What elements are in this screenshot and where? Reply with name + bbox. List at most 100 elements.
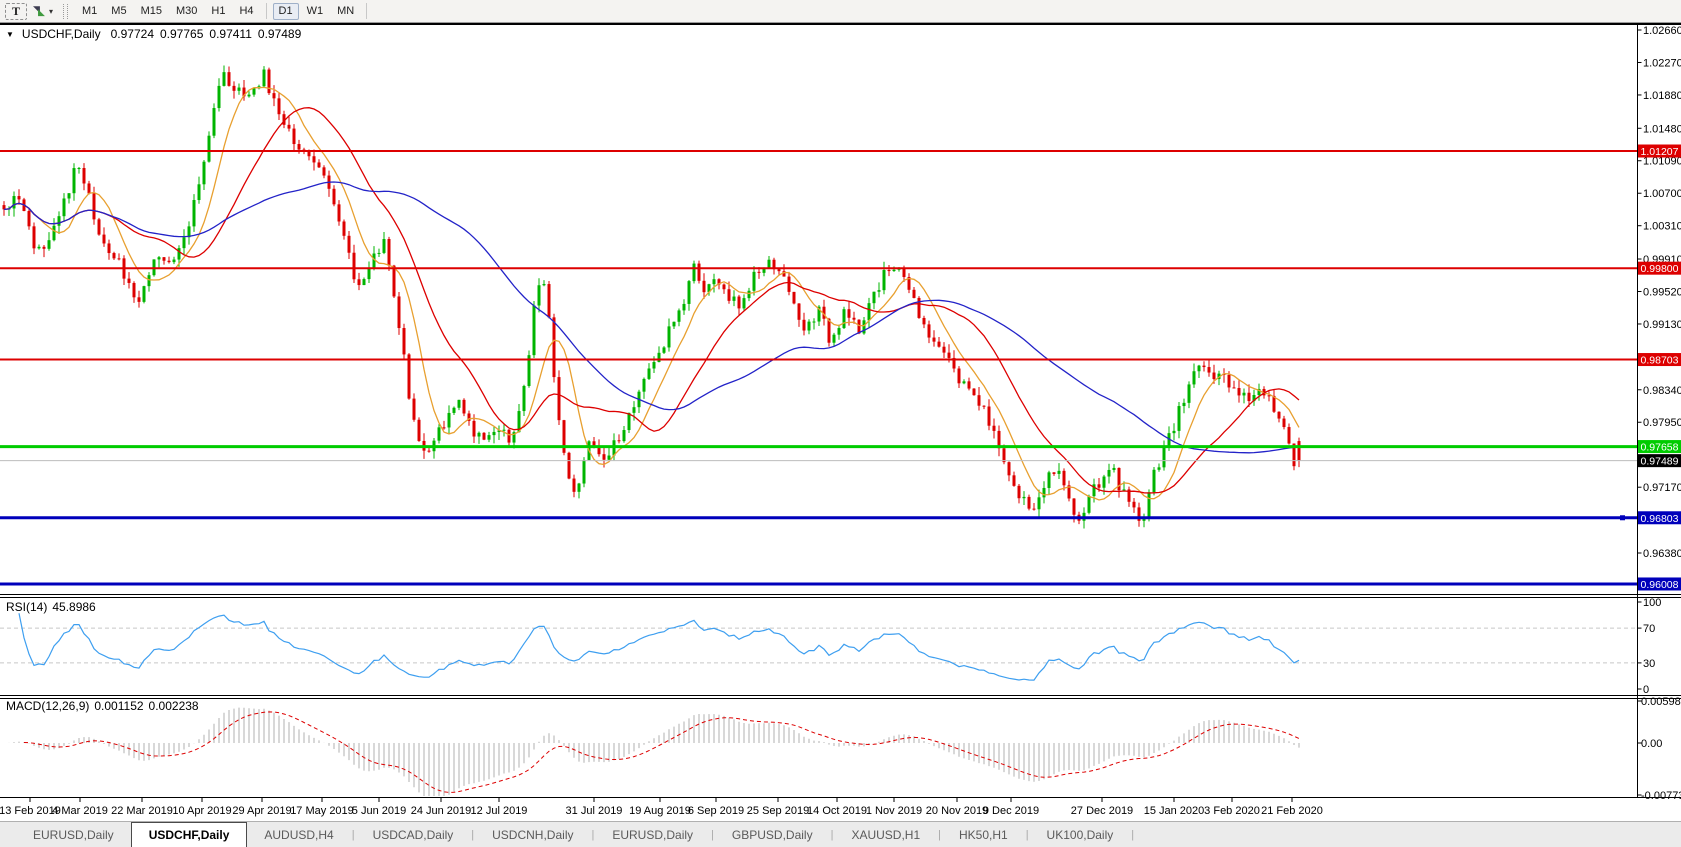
tab-separator: | [938,829,941,841]
rsi-pane: 100 70 30 0 [0,597,1661,696]
timeframe-button-d1[interactable]: D1 [272,2,299,20]
price-badge: 0.98703 [1638,353,1681,367]
svg-text:0.96803: 0.96803 [1641,513,1679,525]
price-axis[interactable]: 1.02660 1.02270 1.01880 1.01480 1.01090 1.007… [1637,25,1681,591]
tab-usdcad-daily[interactable]: USDCAD,Daily [372,828,454,842]
date-label: 15 Jan 2020 [1144,805,1205,817]
price-axis-tick: 1.00700 [1643,188,1681,200]
price-badge: 0.99800 [1638,261,1681,275]
price-axis-tick: 1.02660 [1643,25,1681,37]
toolbar-grip[interactable] [63,3,69,19]
date-label: 27 Dec 2019 [1071,805,1133,817]
price-axis-tick: 0.98340 [1643,385,1681,397]
level-line-handle[interactable] [1620,515,1625,521]
arrows-tool-button[interactable]: ◥ ◣ ▾ [29,3,57,20]
tab-separator: | [591,829,595,841]
pane-separators[interactable] [0,594,1681,699]
svg-text:0.96008: 0.96008 [1641,579,1679,591]
rsi-axis-tick: 100 [1643,597,1661,609]
date-label: 1 Nov 2019 [866,805,922,817]
tab-audusd-h4[interactable]: AUDUSD,H4 [264,828,334,842]
date-label: 21 Feb 2020 [1261,805,1323,817]
price-axis-tick: 0.99130 [1643,319,1681,331]
date-label: 10 Apr 2019 [172,805,231,817]
price-axis-tick: 1.00310 [1643,221,1681,233]
svg-text:0.97658: 0.97658 [1641,442,1679,454]
macd-signal-line [23,711,1300,793]
price-axis-tick: 1.01480 [1643,123,1681,135]
candlesticks [2,65,1301,529]
date-label: 5 Jun 2019 [352,805,406,817]
date-label: 31 Jul 2019 [566,805,623,817]
timeframe-button-group: M1 M5 M15 M30 H1 H4 D1 W1 MN [76,2,371,20]
rsi-axis-tick: 0 [1643,684,1649,696]
date-label: 22 Mar 2019 [111,805,173,817]
date-label: 14 Oct 2019 [807,805,867,817]
price-badge: 0.97489 [1638,454,1681,468]
rsi-line [18,613,1300,681]
timeframe-button-m15[interactable]: M15 [135,3,168,20]
date-label: 24 Jun 2019 [411,805,472,817]
ma-8-line [3,86,1300,501]
macd-axis-tick: 0.00 [1641,738,1662,750]
toolbar-separator [366,3,368,19]
date-label: 25 Sep 2019 [747,805,809,817]
date-label: 3 Feb 2020 [1204,805,1260,817]
date-label: 17 May 2019 [290,805,354,817]
timeframe-button-w1[interactable]: W1 [301,3,330,20]
text-tool-button[interactable]: T [5,2,27,20]
date-label: 6 Sep 2019 [688,805,744,817]
timeframe-button-h4[interactable]: H4 [233,3,259,20]
svg-text:1.01207: 1.01207 [1641,146,1679,158]
price-axis-tick: 0.97170 [1643,482,1681,494]
rsi-axis-tick: 70 [1643,623,1655,635]
price-axis-tick: 1.02270 [1643,57,1681,69]
chart-tab-bar: EURUSD,Daily USDCHF,Daily AUDUSD,H4 | USDCAD… [0,821,1681,847]
price-axis-tick: 0.99520 [1643,286,1681,298]
tab-usdcnh-daily[interactable]: USDCNH,Daily [492,828,574,842]
horizontal-levels [0,150,1637,586]
tab-separator: | [830,829,834,841]
timeframe-button-m5[interactable]: M5 [105,3,132,20]
price-axis-tick: 1.01880 [1643,90,1681,102]
timeframe-button-h1[interactable]: H1 [205,3,231,20]
price-badge: 0.97658 [1638,440,1681,454]
date-label: 9 Dec 2019 [983,805,1039,817]
rsi-axis-tick: 30 [1643,658,1655,670]
timeframe-button-m1[interactable]: M1 [76,3,103,20]
svg-text:0.98703: 0.98703 [1641,355,1679,367]
timeframe-button-mn[interactable]: MN [331,3,360,20]
macd-axis-tick: 0.005986 [1641,696,1681,708]
toolbar-separator [265,3,267,19]
date-label: 19 Aug 2019 [629,805,691,817]
toolbar: T ◥ ◣ ▾ M1 M5 M15 M30 H1 H4 D1 W1 MN [0,0,1681,23]
price-badge: 0.96803 [1638,511,1681,525]
tab-usdchf-daily[interactable]: USDCHF,Daily [130,822,248,847]
tab-eurusd-daily[interactable]: EURUSD,Daily [33,828,114,842]
macd-pane: 0.005986 0.00 -0.007737 [8,696,1681,802]
timeframe-button-m30[interactable]: M30 [170,3,203,20]
price-badge: 1.01207 [1638,144,1681,158]
tab-separator: | [1131,829,1135,841]
tab-separator: | [711,829,714,841]
tab-separator: | [1025,829,1029,841]
svg-text:0.97489: 0.97489 [1641,456,1679,468]
tab-separator: | [351,829,355,841]
tab-gbpusd-daily[interactable]: GBPUSD,Daily [731,828,813,842]
price-chart[interactable]: 1.02660 1.02270 1.01880 1.01480 1.01090 1.007… [0,23,1681,821]
tab-xauusd-h1[interactable]: XAUUSD,H1 [851,828,921,842]
tab-eurusd-daily[interactable]: EURUSD,Daily [612,828,694,842]
chevron-down-icon: ▾ [49,6,54,16]
tab-separator: | [471,829,475,841]
date-label: 4 Mar 2019 [52,805,108,817]
macd-axis-tick: -0.007737 [1641,790,1681,802]
price-badge: 0.96008 [1638,577,1681,591]
tab-uk100-daily[interactable]: UK100,Daily [1046,828,1114,842]
price-axis-tick: 0.97950 [1643,417,1681,429]
date-label: 12 Jul 2019 [471,805,528,817]
tab-hk50-h1[interactable]: HK50,H1 [958,828,1008,842]
date-label: 13 Feb 2019 [0,805,61,817]
svg-text:0.99800: 0.99800 [1641,263,1679,275]
